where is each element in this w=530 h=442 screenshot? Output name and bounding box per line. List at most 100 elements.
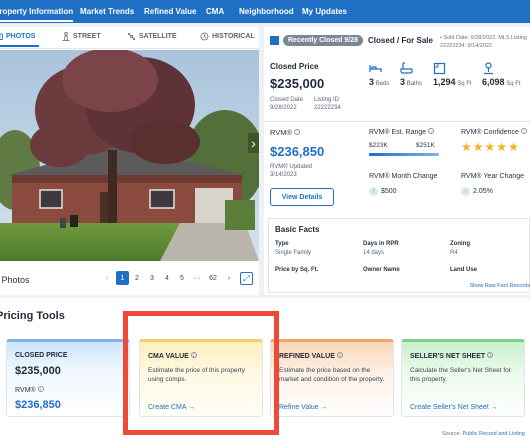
living-area-unit: Sq Ft: [457, 81, 472, 87]
living-area-value: 1,294: [433, 77, 456, 87]
pager-page-62[interactable]: 62: [209, 274, 217, 282]
info-icon[interactable]: i: [428, 128, 435, 134]
star-icon: ★: [472, 140, 485, 154]
closed-date-value: 9/28/2022: [270, 105, 297, 111]
tab-street[interactable]: STREET: [62, 32, 101, 41]
rvm-est-range-label: RVM® Est. Range i: [369, 128, 435, 136]
tab-satellite[interactable]: SATELLITE: [127, 32, 177, 41]
pricing-tools-title: Pricing Tools: [0, 310, 65, 322]
pricing-tools-panel: Pricing Tools CLOSED PRICE $235,000 RVM®…: [0, 298, 530, 442]
rvm-month-change-label: RVM® Month Change: [369, 173, 438, 180]
lot-size-icon: [484, 62, 493, 75]
nav-tab-my-updates[interactable]: My Updates: [302, 7, 347, 16]
history-icon: [200, 32, 209, 41]
nav-tab-cma[interactable]: CMA: [206, 7, 225, 16]
fact-price-sqft-label: Price by Sq. Ft.: [275, 267, 319, 273]
card-closed-price-label: CLOSED PRICE: [15, 352, 68, 359]
divider: [264, 121, 530, 122]
photo-next-arrow[interactable]: ›: [248, 133, 259, 153]
refined-value-card[interactable]: REFINED VALUE i Estimate the price based…: [270, 339, 394, 417]
closed-price-label: Closed Price: [270, 62, 319, 71]
pager-page-4[interactable]: 4: [165, 274, 169, 282]
info-icon[interactable]: i: [37, 386, 44, 392]
top-nav: Property Information Market Trends Refin…: [0, 0, 530, 23]
closed-price-value: $235,000: [270, 76, 325, 91]
beds-value: 3: [369, 77, 375, 87]
house-photo-illustration: [0, 50, 259, 261]
lot-size-unit: Sq Ft: [506, 81, 521, 87]
tab-historical-label: HISTORICAL: [212, 33, 255, 40]
info-icon[interactable]: i: [294, 129, 301, 135]
listing-id-value: 22222234: [314, 105, 341, 111]
view-details-button[interactable]: View Details: [270, 188, 334, 206]
closed-price-card: CLOSED PRICE $235,000 RVM® i $236,850: [6, 339, 130, 417]
baths-unit: Baths: [406, 81, 423, 87]
status-row: Recently Closed 9/28 Closed / For Sale: [270, 35, 433, 46]
fact-days-value: 14 days: [363, 250, 385, 256]
pager-next[interactable]: ›: [227, 274, 231, 282]
sellers-net-sheet-card[interactable]: SELLER'S NET SHEET i Calculate the Selle…: [401, 339, 525, 417]
net-sheet-card-description: Calculate the Seller's Net Sheet for thi…: [410, 367, 511, 383]
source-link[interactable]: Public Record and Listing: [462, 431, 525, 437]
rvm-value: $236,850: [270, 144, 325, 159]
status-meta: • Sold Date: 9/28/2022, MLS Listing 2222…: [440, 35, 527, 49]
rvm-est-high: $251K: [416, 142, 435, 149]
camera-icon: [0, 33, 3, 40]
fact-zoning-label: Zoning: [450, 241, 470, 247]
rvm-year-change-value: 2.05%: [473, 188, 493, 195]
card-closed-price-value: $235,000: [15, 365, 61, 377]
create-net-sheet-link[interactable]: Create Seller's Net Sheet →: [410, 404, 498, 411]
expand-icon[interactable]: ⤢: [240, 272, 253, 285]
beds-unit: Beds: [375, 81, 390, 87]
bed-icon: [369, 65, 382, 72]
nav-tab-property-information[interactable]: Property Information: [0, 0, 74, 23]
rvm-est-range-bar: [369, 153, 439, 156]
create-cma-link[interactable]: Create CMA →: [148, 404, 196, 411]
satellite-icon: [127, 32, 136, 41]
card-rvm-value: $236,850: [15, 399, 61, 411]
baths-value: 3: [400, 77, 406, 87]
square-feet-icon: [433, 62, 446, 75]
street-view-icon: [62, 32, 70, 41]
nav-tab-neighborhood[interactable]: Neighborhood: [239, 7, 294, 16]
cma-value-card[interactable]: CMA VALUE i Estimate the price of this p…: [139, 339, 263, 417]
tab-historical[interactable]: HISTORICAL: [200, 32, 255, 41]
nav-tab-market-trends[interactable]: Market Trends: [80, 7, 135, 16]
star-icon: ★: [496, 140, 509, 154]
status-badge: Recently Closed 9/28: [283, 35, 364, 46]
rvm-month-change: ↑ $500: [369, 187, 397, 196]
pager-prev[interactable]: ‹: [105, 274, 109, 282]
pager-page-3[interactable]: 3: [150, 274, 154, 282]
info-icon[interactable]: i: [520, 128, 527, 134]
nav-tab-refined-value[interactable]: Refined Value: [144, 7, 197, 16]
arrow-up-icon: ↑: [369, 187, 378, 196]
net-sheet-card-title: SELLER'S NET SHEET i: [410, 352, 494, 360]
info-icon[interactable]: i: [487, 352, 494, 358]
card-rvm-label: RVM® i: [15, 386, 44, 394]
fact-type-label: Type: [275, 241, 289, 247]
tab-photos[interactable]: PHOTOS: [0, 32, 40, 47]
status-text: Closed / For Sale: [368, 36, 433, 45]
pager-page-2[interactable]: 2: [135, 274, 139, 282]
basic-facts-card: Basic Facts Type Single Family Days in R…: [268, 218, 530, 293]
info-icon[interactable]: i: [336, 352, 343, 358]
rvm-confidence-stars: ★★★★★: [461, 140, 520, 154]
star-icon: ★: [461, 140, 473, 154]
pager-page-5[interactable]: 5: [180, 274, 184, 282]
basic-facts-title: Basic Facts: [275, 225, 320, 234]
property-photo[interactable]: [0, 50, 259, 261]
rvm-est-low: $223K: [369, 142, 388, 149]
star-icon: ★: [508, 140, 520, 154]
info-icon[interactable]: i: [190, 352, 197, 358]
refine-value-link[interactable]: Refine Value →: [279, 404, 328, 411]
feature-lot-size: 6,098 Sq Ft: [482, 62, 521, 87]
refined-card-description: Estimate the price based on the market a…: [279, 367, 385, 383]
show-raw-facts-link[interactable]: Show Raw Fact Records: [469, 283, 530, 289]
cma-card-description: Estimate the price of this property usin…: [148, 367, 245, 383]
arrow-up-icon: ↑: [461, 187, 470, 196]
property-info-panel: Recently Closed 9/28 Closed / For Sale •…: [264, 27, 530, 295]
photo-panel: PHOTOS STREET SATELLITE HISTORICAL: [0, 27, 259, 295]
pager-page-1[interactable]: 1: [116, 271, 129, 285]
photo-count: 2 Photos: [0, 275, 30, 285]
fact-land-use-label: Land Use: [450, 267, 478, 273]
